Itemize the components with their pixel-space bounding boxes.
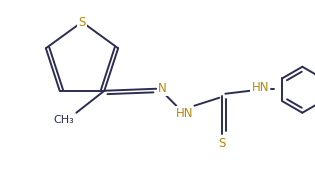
- Text: S: S: [219, 137, 226, 150]
- Text: CH₃: CH₃: [54, 115, 74, 125]
- Text: N: N: [158, 82, 167, 95]
- Text: HN: HN: [175, 107, 193, 120]
- Text: HN: HN: [252, 81, 269, 94]
- Text: S: S: [78, 16, 86, 28]
